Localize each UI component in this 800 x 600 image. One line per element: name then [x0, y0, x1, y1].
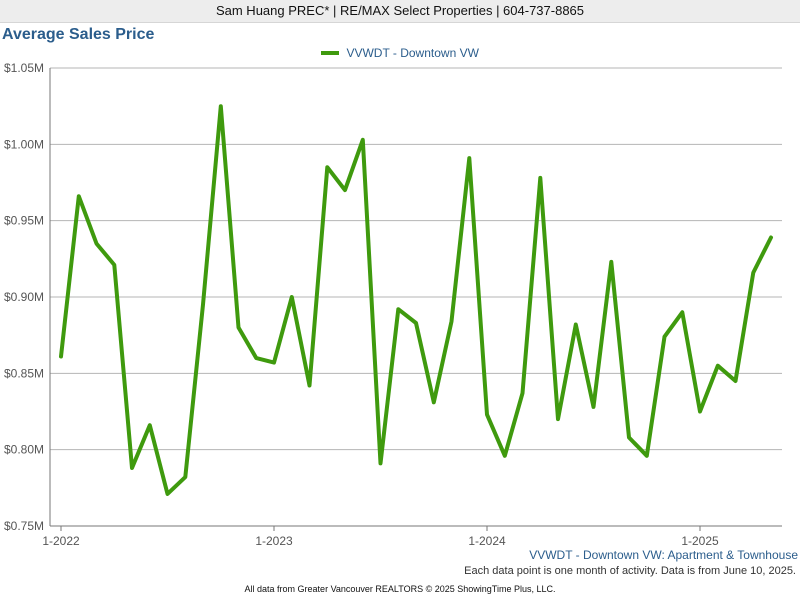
x-tick-label: 1-2022 — [42, 534, 80, 545]
data-point[interactable] — [431, 399, 437, 405]
line-chart: $0.75M $0.80M $0.85M $0.90M $0.95M $1.00M $1.0… — [4, 61, 782, 545]
data-point[interactable] — [715, 363, 721, 369]
y-tick-label: $0.90M — [4, 290, 44, 304]
data-point[interactable] — [307, 383, 313, 389]
y-tick-label: $0.95M — [4, 214, 44, 228]
data-point[interactable] — [253, 355, 259, 361]
data-point[interactable] — [555, 416, 561, 422]
data-point[interactable] — [626, 434, 632, 440]
agent-header-bar: Sam Huang PREC* | RE/MAX Select Properti… — [0, 0, 800, 23]
axis-layer: $0.75M $0.80M $0.85M $0.90M $0.95M $1.00M $1.0… — [4, 61, 719, 545]
data-point[interactable] — [165, 491, 171, 497]
y-tick-label: $1.00M — [4, 137, 44, 151]
x-tick-label: 1-2023 — [255, 534, 293, 545]
data-point[interactable] — [413, 320, 419, 326]
y-tick-label: $0.75M — [4, 519, 44, 533]
data-point[interactable] — [608, 259, 614, 265]
data-point[interactable] — [378, 460, 384, 466]
data-point[interactable] — [129, 465, 135, 471]
data-point[interactable] — [768, 234, 774, 240]
y-tick-label: $1.05M — [4, 61, 44, 75]
credit-footer: All data from Greater Vancouver REALTORS… — [244, 584, 556, 594]
data-point[interactable] — [697, 409, 703, 415]
data-point[interactable] — [200, 302, 206, 308]
data-point[interactable] — [395, 306, 401, 312]
data-point[interactable] — [449, 318, 455, 324]
legend-label: VVWDT - Downtown VW — [346, 46, 479, 60]
data-point[interactable] — [271, 360, 277, 366]
data-point[interactable] — [289, 294, 295, 300]
data-point[interactable] — [662, 334, 668, 340]
series-line[interactable] — [59, 104, 773, 496]
x-tick-label: 1-2025 — [681, 534, 719, 545]
series-layer — [58, 103, 774, 497]
data-point[interactable] — [679, 309, 685, 315]
y-tick-label: $0.85M — [4, 366, 44, 380]
agent-header-text: Sam Huang PREC* | RE/MAX Select Properti… — [215, 3, 585, 18]
data-point[interactable] — [182, 474, 188, 480]
data-point[interactable] — [537, 175, 543, 181]
data-point[interactable] — [644, 453, 650, 459]
data-source-label: VVWDT - Downtown VW: Apartment & Townhou… — [529, 548, 798, 562]
data-point[interactable] — [360, 137, 366, 143]
chart-legend[interactable]: VVWDT - Downtown VW — [0, 46, 800, 60]
data-point[interactable] — [502, 453, 508, 459]
legend-swatch — [321, 50, 340, 55]
chart-title: Average Sales Price — [2, 26, 155, 43]
data-point[interactable] — [76, 193, 82, 199]
data-point[interactable] — [94, 241, 100, 247]
data-point[interactable] — [58, 354, 64, 360]
data-point[interactable] — [484, 412, 490, 418]
data-point[interactable] — [236, 325, 242, 331]
data-point[interactable] — [733, 378, 739, 384]
data-point[interactable] — [324, 164, 330, 170]
data-point[interactable] — [466, 155, 472, 161]
data-point[interactable] — [591, 404, 597, 410]
y-tick-label: $0.80M — [4, 443, 44, 457]
data-point[interactable] — [573, 321, 579, 327]
data-point[interactable] — [520, 390, 526, 396]
data-note: Each data point is one month of activity… — [464, 565, 796, 577]
data-point[interactable] — [147, 422, 153, 428]
data-point[interactable] — [218, 103, 224, 109]
x-tick-label: 1-2024 — [468, 534, 506, 545]
data-point[interactable] — [342, 187, 348, 193]
data-point[interactable] — [750, 270, 756, 276]
data-point[interactable] — [111, 262, 117, 268]
